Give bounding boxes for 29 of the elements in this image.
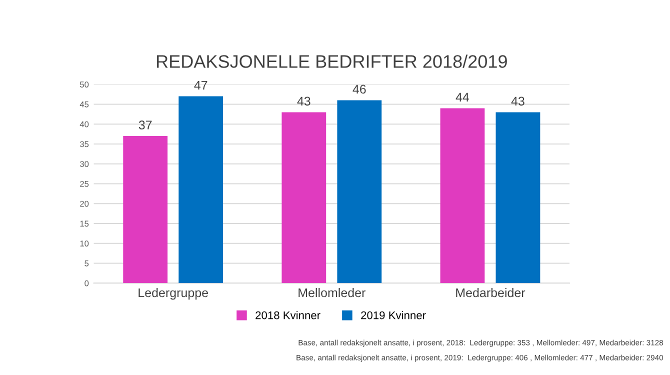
y-tick-label: 50 <box>80 82 89 88</box>
y-tick-label: 15 <box>80 220 89 227</box>
chart-title: REDAKSJONELLE BEDRIFTER 2018/2019 <box>157 54 507 68</box>
y-tick-label: 30 <box>80 161 89 167</box>
y-tick-label: 20 <box>80 200 89 207</box>
legend-label: 2019 Kvinner <box>361 311 426 320</box>
data-label: 44 <box>456 92 470 102</box>
y-tick-label: 5 <box>84 260 89 266</box>
legend-label: 2018 Kvinner <box>256 311 320 320</box>
y-tick-label: 0 <box>84 280 89 286</box>
data-label: 37 <box>138 120 152 130</box>
bar <box>337 100 382 284</box>
x-tick-label: Ledergruppe <box>138 288 208 300</box>
data-label: 46 <box>352 84 366 94</box>
data-label: 43 <box>297 96 310 106</box>
y-tick-label: 40 <box>80 121 89 128</box>
x-tick-label: Medarbeider <box>456 288 526 298</box>
bar <box>178 96 224 284</box>
bar <box>440 108 485 284</box>
y-tick-label: 45 <box>80 102 89 108</box>
y-tick-label: 10 <box>80 240 89 246</box>
bar <box>123 136 168 284</box>
data-label: 47 <box>194 80 208 90</box>
bar <box>496 112 540 284</box>
bar <box>282 112 326 284</box>
data-label: 43 <box>511 96 524 106</box>
x-tick-label: Mellomleder <box>298 288 366 298</box>
y-tick-label: 35 <box>80 141 89 148</box>
y-tick-label: 25 <box>80 180 89 187</box>
